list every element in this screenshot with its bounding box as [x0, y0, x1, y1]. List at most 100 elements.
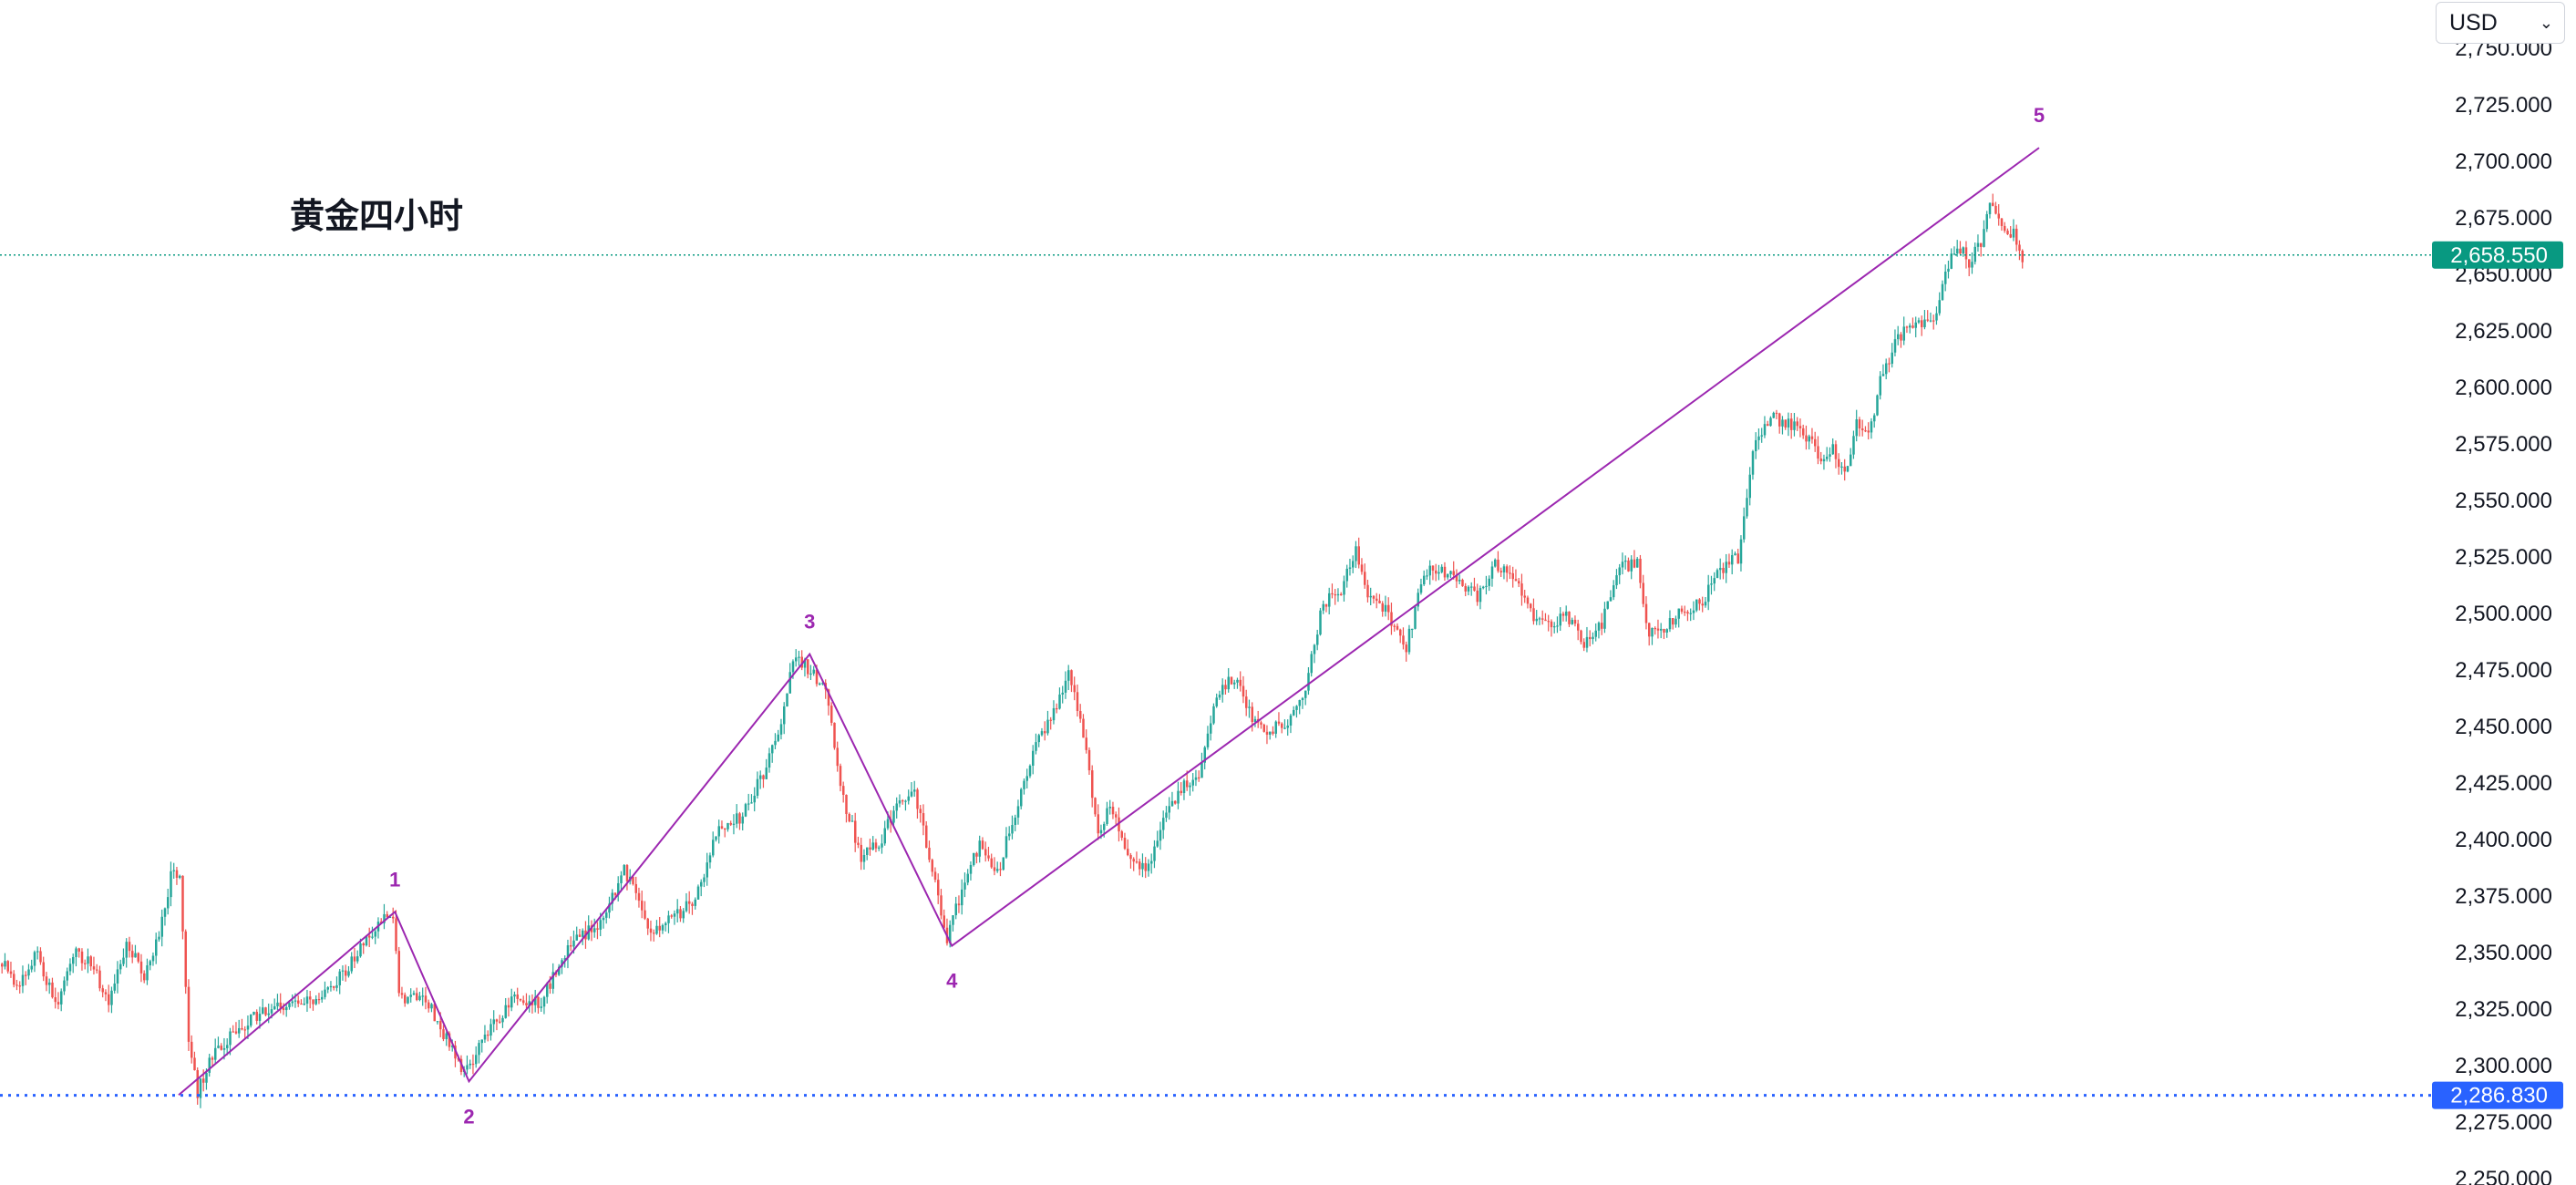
candle — [1399, 628, 1402, 644]
candle — [738, 811, 741, 830]
candle — [807, 658, 809, 679]
candle — [1443, 562, 1447, 582]
candle — [507, 997, 510, 1017]
wave-trendline[interactable] — [178, 147, 2040, 1097]
candle — [416, 987, 418, 1002]
candle — [6, 960, 9, 974]
candle — [264, 1006, 267, 1017]
candle — [1230, 676, 1233, 685]
candle — [1950, 248, 1953, 270]
candle — [857, 836, 860, 849]
candle — [1577, 619, 1580, 641]
candle — [2012, 219, 2015, 242]
candle — [706, 852, 708, 886]
candle — [1787, 412, 1790, 437]
candle — [1011, 815, 1014, 840]
elliott-wave-lines[interactable] — [178, 147, 2040, 1097]
currency-select[interactable]: USD ⌄ — [2436, 2, 2565, 44]
candle — [1769, 416, 1772, 427]
candle — [51, 977, 54, 999]
candle — [146, 958, 149, 985]
candle — [1980, 242, 1983, 257]
candle — [629, 869, 632, 885]
candle — [386, 911, 388, 918]
candle — [966, 869, 969, 886]
candle — [365, 935, 368, 947]
candle — [1245, 689, 1248, 716]
candle — [1129, 852, 1132, 869]
candle — [1094, 797, 1097, 817]
candle — [499, 1015, 501, 1025]
candle — [653, 929, 655, 942]
candle — [1402, 627, 1405, 650]
candle — [540, 997, 542, 1012]
candle — [1200, 752, 1203, 778]
candle — [371, 926, 374, 940]
candle — [1274, 720, 1277, 738]
candle — [1885, 358, 1888, 380]
candle — [902, 799, 904, 805]
candle — [1440, 564, 1443, 574]
candle — [238, 1019, 241, 1038]
candle — [1307, 666, 1310, 696]
candle — [747, 793, 750, 811]
candle — [119, 959, 122, 974]
candle — [842, 781, 845, 803]
y-tick-label: 2,375.000 — [2455, 884, 2552, 909]
price-axis[interactable]: 2,250.000 2,275.000 2,300.000 2,325.000 2,35… — [2436, 0, 2576, 1185]
candle — [1636, 556, 1639, 568]
candle — [1571, 617, 1573, 625]
candle — [1893, 329, 1897, 356]
candle — [1390, 603, 1393, 635]
candle — [1364, 563, 1366, 589]
candle — [1618, 563, 1621, 584]
candle — [1218, 690, 1221, 700]
candle — [1206, 726, 1210, 750]
candle — [1798, 418, 1802, 438]
candle — [1790, 413, 1793, 439]
candle — [836, 741, 839, 772]
candle — [1046, 710, 1049, 736]
candle — [1867, 422, 1870, 440]
candle — [1455, 569, 1458, 588]
candle — [819, 682, 821, 685]
candle — [658, 916, 661, 938]
candle — [1082, 714, 1085, 738]
candle — [1547, 614, 1550, 632]
candle — [1873, 413, 1876, 428]
candle — [1467, 585, 1470, 596]
candle — [54, 987, 57, 1009]
candle — [309, 990, 312, 1009]
candle — [1660, 623, 1663, 639]
candle — [682, 908, 685, 923]
candle — [1843, 459, 1846, 481]
candle — [1601, 613, 1603, 635]
candle — [1763, 416, 1767, 438]
candle — [400, 986, 404, 999]
candle — [1941, 280, 1944, 301]
y-tick-label: 2,600.000 — [2455, 376, 2552, 400]
candle — [1615, 569, 1618, 590]
candle — [404, 992, 407, 1007]
candle — [356, 950, 359, 964]
candle — [1316, 629, 1319, 651]
candle — [1384, 595, 1387, 617]
candle — [1973, 242, 1976, 265]
candle — [480, 1039, 483, 1053]
candle — [1191, 773, 1194, 792]
candle — [1052, 700, 1056, 725]
candle — [421, 987, 424, 1006]
candle — [575, 926, 578, 941]
candle — [39, 947, 42, 965]
candle — [1530, 603, 1532, 613]
candle — [1707, 574, 1710, 611]
candle — [87, 948, 89, 974]
currency-selected-value: USD — [2449, 9, 2498, 36]
candle — [1568, 611, 1571, 627]
support-level-tag-text: 2,286.830 — [2450, 1084, 2548, 1108]
candle — [1014, 814, 1016, 831]
y-tick-label: 2,350.000 — [2455, 941, 2552, 965]
candle — [1805, 425, 1808, 450]
candle — [1550, 619, 1553, 637]
